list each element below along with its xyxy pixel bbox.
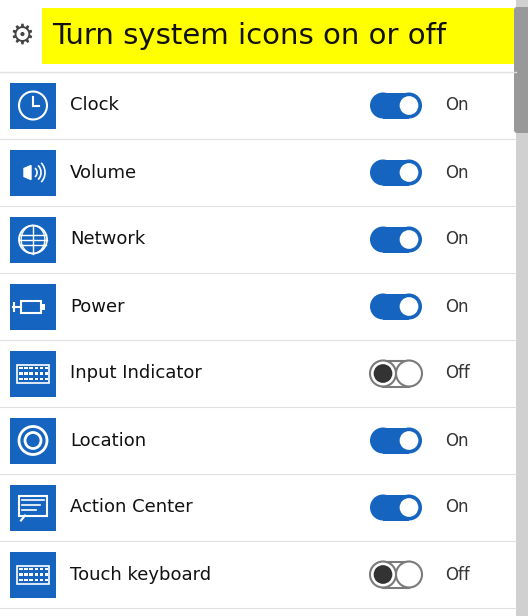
FancyBboxPatch shape [10, 150, 56, 195]
FancyBboxPatch shape [19, 573, 23, 576]
FancyBboxPatch shape [34, 372, 38, 375]
Circle shape [396, 92, 422, 118]
Text: On: On [445, 230, 468, 248]
FancyBboxPatch shape [19, 372, 23, 375]
FancyBboxPatch shape [40, 573, 43, 576]
Text: Volume: Volume [70, 163, 137, 182]
FancyBboxPatch shape [40, 579, 43, 582]
FancyBboxPatch shape [383, 160, 409, 185]
FancyBboxPatch shape [34, 567, 38, 570]
FancyBboxPatch shape [45, 372, 49, 375]
Text: Network: Network [70, 230, 145, 248]
Circle shape [396, 227, 422, 253]
FancyBboxPatch shape [383, 92, 409, 118]
FancyBboxPatch shape [40, 378, 43, 380]
Circle shape [370, 160, 396, 185]
Circle shape [400, 96, 418, 115]
FancyBboxPatch shape [34, 579, 38, 582]
Circle shape [400, 498, 418, 517]
FancyBboxPatch shape [19, 579, 23, 582]
Circle shape [374, 565, 392, 584]
Circle shape [374, 364, 392, 383]
FancyBboxPatch shape [34, 573, 38, 576]
FancyBboxPatch shape [514, 7, 528, 133]
FancyBboxPatch shape [45, 573, 49, 576]
FancyBboxPatch shape [45, 378, 49, 380]
FancyBboxPatch shape [45, 567, 49, 570]
FancyBboxPatch shape [30, 579, 33, 582]
FancyBboxPatch shape [40, 372, 43, 375]
Circle shape [396, 562, 422, 588]
Text: Clock: Clock [70, 97, 119, 115]
FancyBboxPatch shape [19, 367, 23, 369]
FancyBboxPatch shape [40, 567, 43, 570]
FancyBboxPatch shape [34, 367, 38, 369]
Circle shape [370, 293, 396, 320]
Circle shape [370, 227, 396, 253]
Circle shape [370, 428, 396, 453]
Text: On: On [445, 163, 468, 182]
Text: Off: Off [445, 565, 470, 583]
FancyBboxPatch shape [516, 0, 528, 616]
FancyBboxPatch shape [10, 283, 56, 330]
FancyBboxPatch shape [383, 495, 409, 521]
Circle shape [400, 163, 418, 182]
FancyBboxPatch shape [30, 378, 33, 380]
FancyBboxPatch shape [30, 372, 33, 375]
Circle shape [370, 360, 396, 386]
FancyBboxPatch shape [34, 378, 38, 380]
FancyBboxPatch shape [40, 367, 43, 369]
FancyBboxPatch shape [24, 367, 27, 369]
FancyBboxPatch shape [24, 573, 27, 576]
Text: Action Center: Action Center [70, 498, 193, 516]
FancyBboxPatch shape [30, 367, 33, 369]
Text: On: On [445, 298, 468, 315]
FancyBboxPatch shape [30, 573, 33, 576]
FancyBboxPatch shape [10, 83, 56, 129]
FancyBboxPatch shape [24, 567, 27, 570]
FancyBboxPatch shape [24, 372, 27, 375]
FancyBboxPatch shape [383, 227, 409, 253]
Text: Touch keyboard: Touch keyboard [70, 565, 211, 583]
Text: Location: Location [70, 431, 146, 450]
FancyBboxPatch shape [19, 567, 23, 570]
Text: ⚙: ⚙ [10, 22, 34, 50]
FancyBboxPatch shape [383, 360, 409, 386]
Circle shape [396, 495, 422, 521]
FancyBboxPatch shape [10, 351, 56, 397]
FancyBboxPatch shape [383, 428, 409, 453]
FancyBboxPatch shape [30, 567, 33, 570]
Circle shape [400, 297, 418, 316]
Text: Power: Power [70, 298, 125, 315]
FancyBboxPatch shape [10, 216, 56, 262]
Text: On: On [445, 431, 468, 450]
Text: On: On [445, 97, 468, 115]
FancyBboxPatch shape [41, 304, 45, 309]
Circle shape [396, 428, 422, 453]
Circle shape [400, 230, 418, 249]
FancyBboxPatch shape [24, 378, 27, 380]
Text: On: On [445, 498, 468, 516]
Text: Turn system icons on or off: Turn system icons on or off [52, 22, 446, 50]
Text: Off: Off [445, 365, 470, 383]
Text: Input Indicator: Input Indicator [70, 365, 202, 383]
FancyBboxPatch shape [19, 378, 23, 380]
Circle shape [370, 92, 396, 118]
FancyBboxPatch shape [383, 562, 409, 588]
Circle shape [370, 495, 396, 521]
Circle shape [370, 562, 396, 588]
FancyBboxPatch shape [24, 579, 27, 582]
Circle shape [396, 293, 422, 320]
Circle shape [396, 160, 422, 185]
FancyBboxPatch shape [383, 293, 409, 320]
FancyBboxPatch shape [45, 579, 49, 582]
FancyBboxPatch shape [10, 418, 56, 463]
FancyBboxPatch shape [45, 367, 49, 369]
Circle shape [400, 431, 418, 450]
Polygon shape [24, 166, 31, 179]
Circle shape [396, 360, 422, 386]
FancyBboxPatch shape [42, 8, 514, 64]
FancyBboxPatch shape [10, 551, 56, 598]
FancyBboxPatch shape [10, 485, 56, 530]
